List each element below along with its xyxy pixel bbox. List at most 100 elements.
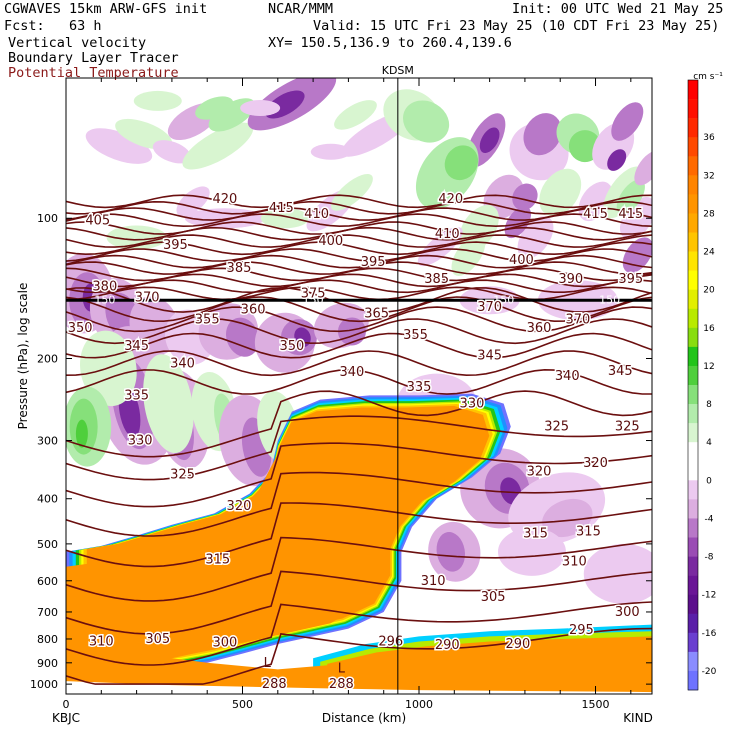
- colorbar-label: -4: [705, 514, 714, 524]
- bl-tracer-low: [66, 646, 419, 694]
- theta-label: 295: [569, 623, 594, 638]
- theta-contour: [66, 442, 652, 508]
- colorbar-swatch: [688, 99, 698, 119]
- theta-label: 290: [435, 638, 460, 653]
- station-mid-label: KDSM: [382, 64, 414, 77]
- colorbar-label: 28: [703, 209, 715, 219]
- theta-label: 310: [562, 554, 587, 569]
- theta-label: 370: [135, 291, 160, 306]
- theta-contour: [66, 332, 652, 359]
- theta-label: 290: [505, 637, 530, 652]
- theta-label: 355: [195, 313, 220, 328]
- tropopause-label: 150: [94, 293, 115, 306]
- w-cell: [479, 127, 500, 153]
- theta-contours: [66, 194, 652, 685]
- tropopause-label: 150: [303, 293, 324, 306]
- w-cell: [260, 208, 309, 229]
- theta-label: 395: [163, 238, 188, 253]
- colorbar-swatch: [688, 118, 698, 138]
- colorbar-swatch: [688, 365, 698, 386]
- theta-label: 315: [205, 552, 230, 567]
- colorbar-label: 4: [706, 438, 712, 448]
- w-cell: [195, 96, 234, 120]
- tropopause-label: 150: [599, 293, 620, 306]
- colorbar-label: -20: [702, 667, 717, 677]
- theta-label: 380: [92, 279, 117, 294]
- theta-contour: [66, 286, 652, 301]
- y-tick-label: 600: [37, 575, 58, 588]
- colorbar-swatch: [688, 423, 698, 443]
- y-tick-label: 100: [37, 212, 58, 225]
- w-cell: [143, 354, 194, 454]
- theta-label: 385: [227, 261, 252, 276]
- theta-label: 360: [527, 321, 552, 336]
- theta-label: 340: [340, 365, 365, 380]
- w-cell: [403, 100, 450, 143]
- w-cell: [152, 140, 192, 164]
- theta-contour: [66, 502, 652, 568]
- colorbar-swatch: [688, 670, 698, 691]
- colorbar-swatch: [688, 632, 698, 653]
- y-tick-label: 900: [37, 657, 58, 670]
- theta-label: 320: [227, 499, 252, 514]
- theta-label: 405: [85, 213, 110, 228]
- colorbar-swatch: [688, 251, 698, 271]
- theta-label: 385: [424, 272, 449, 287]
- low-marker: L: [264, 656, 272, 671]
- colorbar-swatch: [688, 575, 698, 595]
- theta-label: 305: [145, 632, 170, 647]
- colorbar-label: -12: [702, 591, 717, 601]
- terrain: [66, 681, 652, 694]
- theta-label: 400: [509, 253, 534, 268]
- theta-contour: [66, 279, 652, 294]
- theta-contour: [66, 570, 652, 635]
- theta-contour: [66, 221, 652, 235]
- y-tick-label: 1000: [30, 678, 58, 691]
- theta-label: 320: [527, 465, 552, 480]
- colorbar-swatch: [688, 461, 698, 481]
- y-tick-label: 300: [37, 435, 58, 448]
- theta-label: 288: [329, 677, 354, 692]
- low-marker: L: [338, 661, 346, 676]
- w-cell: [331, 173, 373, 211]
- theta-contour: [66, 368, 652, 395]
- colorbar-label: 36: [703, 133, 715, 143]
- theta-contour: [66, 226, 652, 241]
- theta-label: 315: [576, 524, 601, 539]
- theta-label: 370: [477, 300, 502, 315]
- theta-label: 410: [435, 227, 460, 242]
- colorbar-swatch: [688, 518, 698, 538]
- colorbar-label: -8: [705, 553, 714, 563]
- colorbar-swatch: [688, 499, 698, 519]
- theta-label: 415: [618, 207, 643, 222]
- w-cell: [182, 122, 254, 170]
- theta-label: 325: [544, 420, 569, 435]
- bl-tracer-core: [66, 422, 483, 663]
- colorbar-swatch: [688, 270, 698, 290]
- colorbar: 36 32 28 24 20 16 12 8 4 0 -4 -8 -12 -16 -20 cm s⁻¹: [687, 72, 723, 691]
- x-axis-label: Distance (km): [322, 711, 406, 725]
- theta-contour: [66, 241, 652, 256]
- theta-contour: [66, 415, 652, 481]
- colorbar-swatch: [688, 346, 698, 367]
- colorbar-swatch: [688, 556, 698, 576]
- y-tick-label: 700: [37, 606, 58, 619]
- colorbar-swatch: [688, 594, 698, 615]
- theta-label: 335: [124, 388, 149, 403]
- w-cell: [607, 149, 627, 171]
- w-cell: [497, 527, 566, 576]
- theta-label: 365: [364, 306, 389, 321]
- theta-contour: [66, 601, 652, 666]
- theta-label: 395: [618, 272, 643, 287]
- y-tick-label: 500: [37, 538, 58, 551]
- x-tick-label: 500: [232, 698, 253, 711]
- w-cell: [504, 206, 532, 239]
- w-cell: [85, 128, 153, 164]
- theta-label: 420: [438, 192, 463, 207]
- field-boundary-layer-tracer: Boundary Layer Tracer: [8, 50, 179, 66]
- colorbar-unit: cm s⁻¹: [693, 72, 723, 82]
- y-tick-label: 800: [37, 633, 58, 646]
- colorbar-label: 16: [703, 324, 715, 334]
- colorbar-swatch: [688, 442, 698, 462]
